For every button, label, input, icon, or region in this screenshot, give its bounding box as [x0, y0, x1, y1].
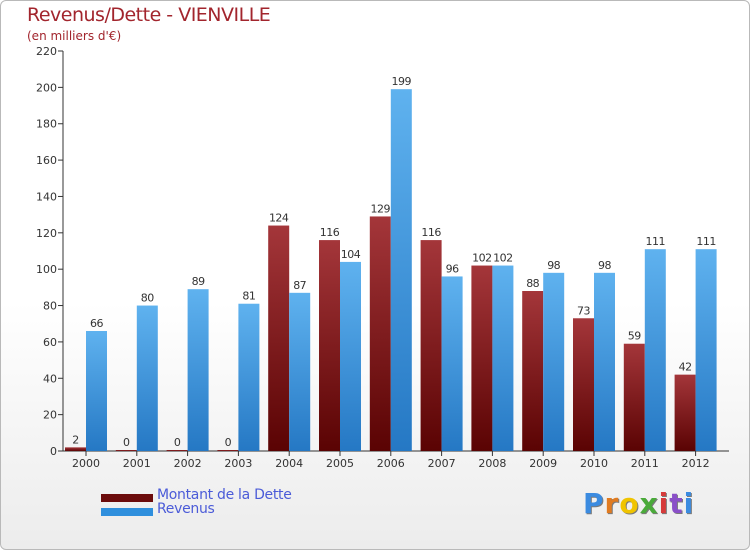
- bar-debt: [674, 374, 696, 451]
- logo-letter: i: [658, 487, 670, 520]
- logo-letter: t: [669, 487, 684, 520]
- x-tick-label: 2012: [682, 457, 710, 470]
- x-tick-label: 2009: [529, 457, 557, 470]
- bar-debt: [522, 291, 544, 451]
- x-tick-label: 2000: [72, 457, 100, 470]
- x-tick-label: 2003: [224, 457, 252, 470]
- y-tick-label: 60: [43, 336, 57, 349]
- legend-swatch-debt: [101, 494, 153, 502]
- bar-debt: [319, 240, 340, 451]
- bar-debt: [369, 216, 391, 451]
- x-tick-label: 2006: [377, 457, 405, 470]
- data-label-revenus: 81: [242, 290, 255, 303]
- chart-title: Revenus/Dette - VIENVILLE: [27, 4, 271, 26]
- y-tick-label: 200: [36, 81, 57, 94]
- y-tick-label: 160: [36, 154, 57, 167]
- bar-debt: [166, 450, 188, 451]
- legend-label-revenus: Revenus: [157, 501, 215, 517]
- data-label-debt: 2: [72, 433, 79, 446]
- legend-swatch-revenus: [101, 508, 153, 516]
- chart-subtitle: (en milliers d'€): [27, 29, 122, 43]
- data-label-revenus: 98: [547, 259, 560, 272]
- data-label-revenus: 104: [341, 248, 361, 261]
- data-label-revenus: 87: [293, 279, 306, 292]
- y-tick-label: 100: [36, 263, 57, 276]
- data-label-revenus: 66: [90, 317, 103, 330]
- bar-debt: [65, 447, 86, 451]
- data-label-revenus: 199: [392, 75, 412, 88]
- data-label-debt: 59: [628, 330, 641, 343]
- data-label-debt: 116: [320, 226, 340, 239]
- x-tick-label: 2005: [326, 457, 354, 470]
- bar-debt: [268, 225, 290, 451]
- x-tick-label: 2002: [174, 457, 202, 470]
- bar-debt: [573, 318, 594, 451]
- bar-revenus: [441, 276, 463, 451]
- data-label-debt: 124: [269, 212, 289, 225]
- bar-revenus: [695, 249, 717, 451]
- data-label-revenus: 102: [493, 252, 513, 265]
- bar-revenus: [390, 89, 412, 451]
- data-label-debt: 73: [577, 304, 590, 317]
- legend-label-debt: Montant de la Dette: [157, 487, 292, 503]
- y-tick-label: 20: [43, 409, 57, 422]
- logo-letter: r: [604, 487, 620, 520]
- y-tick-label: 180: [36, 118, 57, 131]
- x-tick-label: 2008: [478, 457, 506, 470]
- x-tick-label: 2004: [275, 457, 303, 470]
- y-tick-label: 40: [43, 372, 57, 385]
- bar-debt: [115, 450, 137, 451]
- x-tick-label: 2010: [580, 457, 608, 470]
- data-label-debt: 0: [174, 436, 181, 449]
- data-label-debt: 42: [679, 361, 692, 374]
- bar-revenus: [86, 331, 107, 451]
- bar-revenus: [289, 292, 311, 451]
- bar-revenus: [543, 272, 565, 451]
- data-label-debt: 102: [472, 252, 492, 265]
- bar-revenus: [492, 265, 514, 451]
- bar-debt: [217, 450, 239, 451]
- data-label-debt: 0: [123, 436, 130, 449]
- logo-letter: P: [583, 487, 605, 520]
- bar-debt: [420, 240, 442, 451]
- bar-debt: [471, 265, 493, 451]
- bar-revenus: [594, 272, 615, 451]
- data-label-debt: 0: [225, 436, 232, 449]
- data-label-debt: 88: [526, 277, 539, 290]
- data-label-revenus: 89: [192, 275, 205, 288]
- bar-revenus: [340, 261, 361, 451]
- y-tick-label: 140: [36, 190, 57, 203]
- bar-revenus: [136, 305, 158, 451]
- data-label-debt: 129: [371, 202, 391, 215]
- bar-debt: [623, 343, 645, 451]
- data-label-revenus: 96: [446, 262, 459, 275]
- logo-letter: x: [639, 487, 659, 520]
- logo-letter: i: [683, 487, 695, 520]
- x-tick-label: 2001: [123, 457, 151, 470]
- data-label-revenus: 111: [646, 235, 666, 248]
- y-tick-label: 220: [36, 45, 57, 58]
- x-tick-label: 2007: [428, 457, 456, 470]
- data-label-revenus: 98: [598, 259, 611, 272]
- y-tick-label: 80: [43, 300, 57, 313]
- y-tick-label: 0: [50, 445, 57, 458]
- bar-revenus: [238, 303, 260, 451]
- bars: [65, 89, 717, 451]
- y-tick-label: 120: [36, 227, 57, 240]
- data-label-revenus: 80: [141, 292, 154, 305]
- bar-revenus: [644, 249, 666, 451]
- data-label-revenus: 111: [696, 235, 716, 248]
- bar-revenus: [187, 289, 209, 451]
- x-tick-label: 2011: [631, 457, 659, 470]
- proxiti-logo: Proxiti: [583, 487, 694, 520]
- logo-letter: o: [619, 487, 640, 520]
- data-label-debt: 116: [421, 226, 441, 239]
